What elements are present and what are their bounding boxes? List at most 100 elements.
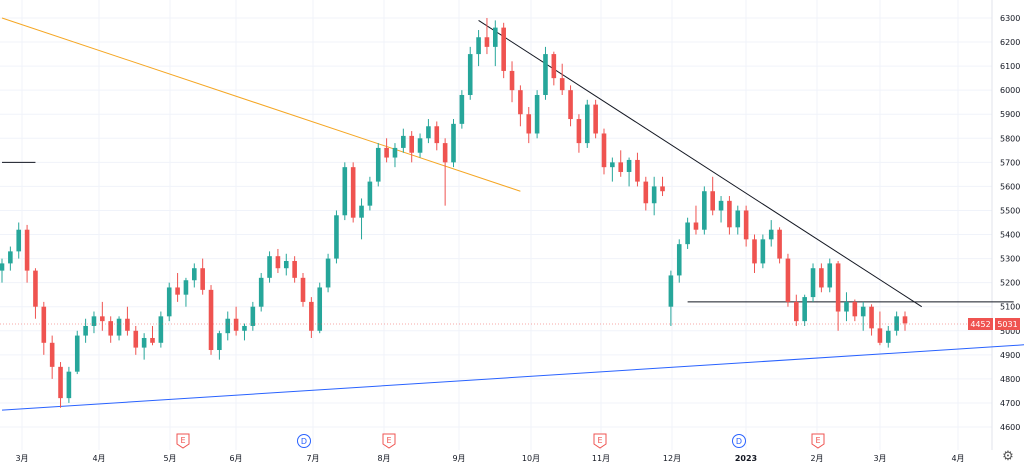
candle-body (601, 133, 607, 168)
price-tick: 5400 (1000, 231, 1020, 240)
candle (610, 157, 615, 182)
candle-body (509, 70, 515, 91)
dividend-marker[interactable]: D (297, 434, 311, 448)
candle-body (342, 167, 348, 216)
candle (693, 205, 699, 235)
candle (559, 63, 565, 95)
earnings-marker[interactable]: E (382, 433, 396, 449)
candle (802, 294, 807, 326)
candle (384, 138, 389, 163)
candle (685, 217, 690, 249)
candle-body (752, 239, 757, 264)
candle-body (41, 306, 47, 343)
candle-body (693, 222, 699, 230)
candle (827, 258, 833, 293)
svg-text:D: D (736, 437, 742, 446)
candle-body (493, 27, 498, 47)
candle (166, 282, 172, 322)
candle (217, 330, 222, 360)
rising-trendline[interactable] (1, 338, 1024, 411)
dividend-marker[interactable]: D (732, 434, 746, 448)
candle (493, 20, 498, 67)
candle-body (100, 316, 105, 322)
candle-body (768, 229, 774, 240)
candle (601, 128, 607, 175)
candle (325, 253, 331, 293)
candle (768, 220, 774, 247)
candle-body (819, 268, 824, 288)
candle-body (334, 215, 339, 259)
candle-body (208, 289, 214, 351)
orange-trendline[interactable] (1, 17, 521, 192)
candle (317, 282, 323, 334)
candle (710, 176, 715, 216)
candle-body (158, 316, 164, 343)
candle-body (660, 186, 665, 192)
candle (208, 285, 214, 355)
candle (300, 273, 306, 307)
candle (401, 128, 406, 153)
earnings-marker[interactable]: E (176, 433, 190, 449)
candle (367, 176, 373, 211)
price-tick: 5000 (1000, 327, 1020, 336)
candle (894, 311, 899, 336)
candle (16, 222, 22, 259)
candle (41, 301, 47, 355)
earnings-marker[interactable]: E (593, 433, 607, 449)
candle (459, 90, 465, 129)
candle (635, 152, 640, 187)
candle-body (16, 229, 22, 252)
price-label-right-text: 5031 (997, 320, 1017, 329)
candle (785, 253, 791, 307)
candle (584, 99, 590, 148)
time-tick: 3月 (15, 454, 28, 463)
candle (192, 263, 197, 288)
candle (476, 30, 481, 67)
candle (24, 224, 30, 283)
candle (551, 51, 557, 86)
candle-body (74, 335, 80, 372)
candle (668, 270, 674, 326)
candle (267, 251, 272, 283)
candle-body (417, 138, 423, 153)
candle-body (467, 54, 473, 95)
candle-body (877, 328, 883, 343)
candle (417, 133, 423, 158)
candle-body (844, 301, 849, 312)
candle (183, 277, 189, 307)
price-tick: 5800 (1000, 134, 1020, 143)
candle-body (735, 210, 741, 228)
candle (58, 362, 63, 408)
candle-body (258, 277, 264, 307)
candle (810, 263, 816, 302)
price-axis[interactable]: 6300 6200 6100 6000 5900 5800 5700 5600 5500 5400… (1000, 14, 1020, 432)
candle-body (275, 256, 281, 269)
price-label-right: 5031 (995, 318, 1020, 330)
candle (501, 22, 506, 79)
candle (359, 198, 364, 240)
price-tick: 5600 (1000, 182, 1020, 191)
candle-body (484, 37, 490, 47)
settings-gear-icon[interactable]: ⚙ (1002, 448, 1014, 463)
price-tick: 4600 (1000, 423, 1020, 432)
candle (200, 258, 205, 295)
candle (409, 131, 414, 163)
price-tick: 6300 (1000, 14, 1020, 23)
earnings-marker[interactable]: E (811, 433, 825, 449)
candle (350, 162, 356, 223)
candle-body (409, 135, 414, 153)
candle-body (618, 162, 624, 172)
candle-body (434, 126, 440, 144)
candle (651, 176, 657, 216)
price-tick: 6200 (1000, 38, 1020, 47)
candle (752, 234, 757, 274)
time-tick: 8月 (377, 454, 390, 463)
candle-body (317, 287, 323, 331)
candle (309, 297, 314, 338)
candle-body (576, 119, 582, 144)
time-axis[interactable]: 3月 4月 5月 6月 7月 8月 9月 10月 11月 12月 2023 2月 3月 4月 (15, 454, 964, 463)
candle (777, 227, 782, 264)
candle-body (718, 200, 724, 211)
time-tick: 11月 (592, 454, 610, 463)
